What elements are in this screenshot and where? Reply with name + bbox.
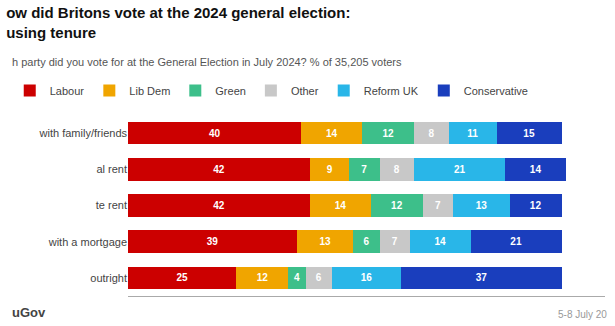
svg-text:with a mortgage: with a mortgage [48,236,127,248]
svg-text:16: 16 [361,272,373,283]
svg-text:outright: outright [90,272,127,284]
svg-text:Reform UK: Reform UK [364,85,419,97]
svg-text:40: 40 [209,128,221,139]
svg-text:uGov: uGov [12,305,46,320]
svg-text:Green: Green [215,85,246,97]
svg-text:21: 21 [510,236,522,247]
svg-text:7: 7 [435,200,441,211]
svg-text:8: 8 [429,128,435,139]
svg-text:Labour: Labour [50,85,85,97]
svg-text:12: 12 [257,272,269,283]
svg-text:7: 7 [392,236,398,247]
svg-text:Lib Dem: Lib Dem [129,85,170,97]
svg-text:12: 12 [391,200,403,211]
svg-text:h party did you vote for at th: h party did you vote for at the General … [12,56,402,68]
svg-text:21: 21 [454,164,466,175]
svg-text:8: 8 [394,164,400,175]
svg-text:ow did Britons vote at the 202: ow did Britons vote at the 2024 general … [6,4,350,41]
svg-text:13: 13 [320,236,332,247]
svg-text:12: 12 [382,128,394,139]
svg-text:37: 37 [476,272,488,283]
svg-text:25: 25 [176,272,188,283]
svg-text:12: 12 [530,200,542,211]
svg-text:7: 7 [361,164,367,175]
svg-text:9: 9 [327,164,333,175]
svg-text:14: 14 [335,200,347,211]
svg-text:with family/friends: with family/friends [39,127,128,139]
svg-text:Other: Other [291,85,319,97]
svg-text:14: 14 [530,164,542,175]
svg-text:5-8 July 20: 5-8 July 20 [558,309,607,320]
svg-text:14: 14 [434,236,446,247]
svg-text:42: 42 [213,200,225,211]
svg-text:6: 6 [316,272,322,283]
svg-text:42: 42 [213,164,225,175]
svg-text:4: 4 [294,272,300,283]
svg-text:11: 11 [467,128,478,139]
svg-text:al rent: al rent [96,163,127,175]
svg-text:14: 14 [326,128,338,139]
svg-text:39: 39 [207,236,219,247]
svg-text:Conservative: Conservative [464,85,528,97]
svg-text:15: 15 [523,128,535,139]
svg-text:6: 6 [364,236,370,247]
svg-text:te rent: te rent [96,199,127,211]
svg-text:13: 13 [476,200,488,211]
